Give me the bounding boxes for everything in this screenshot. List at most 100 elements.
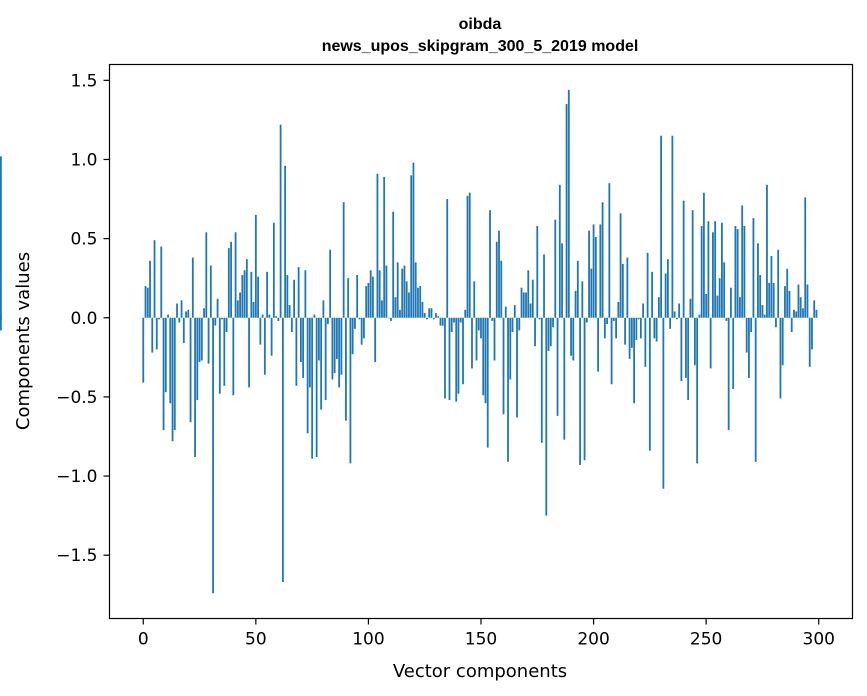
bar (527, 270, 530, 318)
x-axis-label: Vector components (393, 661, 567, 682)
bar (617, 301, 620, 318)
bar (786, 268, 789, 318)
bar (561, 243, 563, 318)
bar (507, 317, 509, 462)
bar (793, 309, 795, 318)
bar (227, 248, 230, 318)
bar (534, 317, 536, 347)
bar (194, 317, 196, 458)
bar (349, 317, 352, 464)
bar (270, 317, 273, 356)
bar (684, 317, 687, 378)
bar (144, 286, 147, 318)
bar (180, 300, 183, 318)
bar (770, 256, 773, 318)
bar (439, 317, 442, 326)
bar (635, 317, 638, 340)
bar (660, 135, 663, 318)
bar (502, 317, 505, 415)
bar (712, 232, 714, 318)
bar (795, 311, 798, 318)
bar (570, 317, 572, 356)
bar (187, 309, 190, 318)
bar (367, 282, 370, 318)
bar (444, 317, 446, 399)
bar (419, 286, 422, 318)
bar (263, 317, 266, 375)
bar (173, 317, 176, 431)
bar (547, 317, 550, 351)
bar (612, 317, 615, 321)
bar (554, 219, 557, 318)
bar (333, 317, 336, 374)
bar (543, 254, 545, 318)
bar (675, 317, 678, 320)
bar (678, 303, 681, 318)
bar (0, 156, 2, 318)
bar (216, 298, 219, 318)
bar (509, 317, 512, 380)
bar (338, 317, 341, 388)
bar (241, 275, 244, 318)
bar (637, 317, 640, 320)
bar (317, 317, 320, 361)
bar (806, 284, 809, 318)
bar (628, 317, 631, 359)
bar (525, 292, 527, 318)
bar (340, 317, 343, 375)
bar (196, 317, 199, 401)
bar (164, 317, 167, 393)
bar (200, 317, 203, 361)
bar (802, 308, 804, 318)
bar (732, 317, 735, 389)
bar (567, 89, 570, 318)
y-tick-label: −1.5 (56, 546, 97, 566)
bar (354, 317, 356, 329)
bar (594, 237, 597, 318)
bar (151, 317, 154, 353)
bar (185, 311, 187, 318)
bar (369, 270, 372, 318)
bar (243, 270, 246, 318)
y-tick-label: 0.5 (70, 230, 97, 250)
bar (230, 241, 232, 318)
bar (218, 317, 221, 394)
bar (790, 317, 793, 333)
bar (513, 305, 516, 318)
y-axis-label: Components values (13, 252, 34, 430)
x-tick-label: 150 (465, 630, 497, 650)
bar (191, 257, 194, 318)
bar (245, 259, 248, 318)
bar (435, 313, 437, 318)
x-tick-label: 200 (577, 630, 609, 650)
bar (473, 281, 476, 318)
bar (189, 317, 192, 423)
bar (279, 124, 282, 318)
bar (813, 300, 816, 318)
bar (673, 311, 676, 318)
bar (234, 232, 237, 318)
bar (734, 225, 737, 318)
bar (714, 221, 717, 318)
bar (257, 276, 259, 318)
bar (662, 317, 665, 489)
y-tick-label: 1.5 (70, 71, 97, 91)
bar (680, 317, 683, 382)
bar (205, 232, 208, 318)
bar (799, 297, 802, 318)
bar (372, 276, 374, 318)
bar (727, 317, 730, 431)
bar (721, 222, 723, 318)
bar (417, 287, 419, 318)
bar (239, 292, 241, 318)
bar (250, 271, 253, 318)
bar (471, 317, 473, 369)
bar (284, 165, 287, 318)
bar (363, 317, 365, 339)
bar (592, 224, 595, 318)
bar (162, 317, 165, 431)
bar (763, 314, 766, 318)
bar (358, 317, 361, 320)
bar (572, 317, 575, 361)
bar (538, 317, 541, 320)
